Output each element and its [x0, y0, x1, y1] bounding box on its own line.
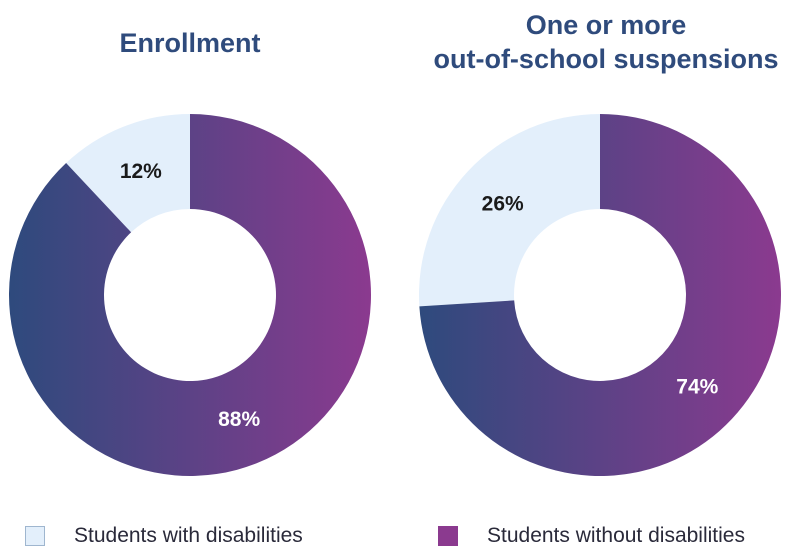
- donut-suspensions: 26% 74%: [419, 114, 781, 477]
- legend-swatch-with-disabilities: [25, 526, 45, 546]
- slice-label-without-disabilities: 88%: [218, 408, 260, 431]
- chart-title-suspensions: One or more out-of-school suspensions: [400, 8, 812, 76]
- slice-label-without-disabilities: 74%: [676, 375, 718, 398]
- chart-title-suspensions-line-1: One or more: [525, 10, 687, 40]
- slice-label-with-disabilities: 12%: [120, 160, 162, 183]
- chart-title-enrollment: Enrollment: [119, 28, 261, 58]
- slice-without-disabilities: [419, 114, 781, 477]
- slice-without-disabilities: [9, 114, 372, 476]
- legend-item-with-disabilities: Students with disabilities: [25, 524, 303, 548]
- legend-item-without-disabilities: Students without disabilities: [438, 524, 745, 548]
- chart-title-suspensions-line-2: out-of-school suspensions: [433, 44, 779, 74]
- donut-enrollment: 12% 88%: [9, 114, 372, 476]
- legend-label-with-disabilities: Students with disabilities: [74, 524, 303, 547]
- slice-with-disabilities: [419, 114, 600, 307]
- slice-label-with-disabilities: 26%: [482, 193, 524, 216]
- slice-with-disabilities: [66, 114, 190, 233]
- legend-swatch-without-disabilities: [438, 526, 458, 546]
- legend-label-without-disabilities: Students without disabilities: [487, 524, 745, 547]
